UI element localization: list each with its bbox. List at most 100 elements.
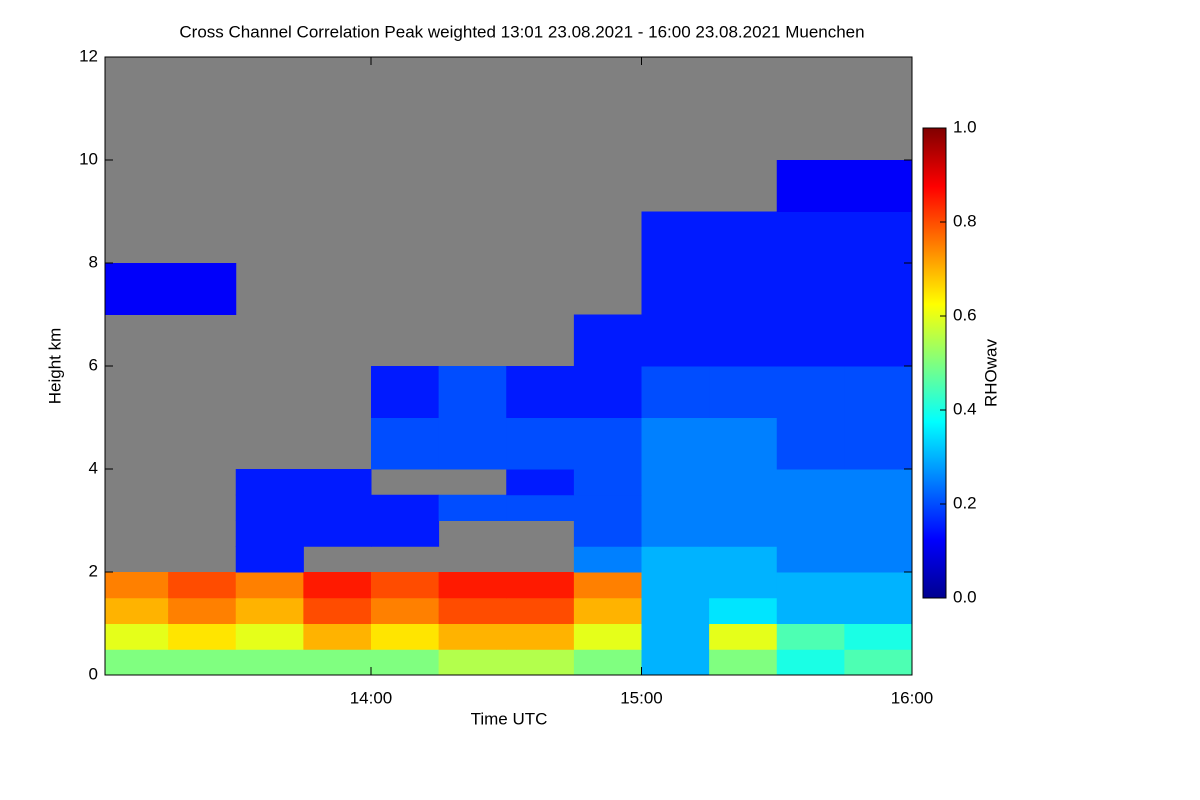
heat-cell	[168, 597, 237, 624]
y-tick-label: 10	[79, 149, 98, 168]
heat-cell	[709, 597, 778, 624]
heat-cell	[303, 649, 372, 676]
heat-cell	[506, 649, 575, 676]
heat-cell	[573, 469, 642, 496]
heat-cell	[235, 469, 304, 496]
heat-cell	[573, 417, 642, 470]
heat-cell	[776, 160, 845, 212]
heat-cell	[235, 520, 304, 547]
heat-cell	[776, 417, 845, 470]
heat-cell	[303, 520, 372, 547]
colorbar-tick-label: 0.6	[953, 305, 977, 324]
y-tick-label: 12	[79, 46, 98, 65]
heat-cell	[709, 211, 778, 264]
heat-cell	[776, 546, 845, 573]
heat-cell	[641, 494, 710, 521]
heat-cell	[776, 366, 845, 418]
heat-cell	[370, 494, 440, 521]
heat-cell	[844, 263, 913, 315]
x-tick-label: 15:00	[620, 688, 663, 707]
heat-cell	[641, 546, 710, 573]
heat-cell	[303, 597, 372, 624]
heat-cell	[776, 263, 845, 315]
heat-cell	[641, 623, 710, 650]
y-tick-label: 4	[89, 458, 98, 477]
y-tick-label: 8	[89, 252, 98, 271]
heat-cell	[709, 366, 778, 418]
heat-cell	[709, 469, 778, 496]
heat-cell	[105, 649, 169, 676]
heat-cell	[438, 597, 507, 624]
heat-cell	[709, 417, 778, 470]
heat-cell	[506, 597, 575, 624]
heat-cell	[573, 494, 642, 521]
heat-cell	[303, 469, 372, 496]
heat-cell	[303, 623, 372, 650]
heat-cell	[573, 366, 642, 418]
heat-cell	[370, 417, 440, 470]
colorbar-tick-label: 0.8	[953, 211, 977, 230]
heat-cell	[303, 572, 372, 599]
heat-cell	[776, 649, 845, 676]
heat-cell	[105, 623, 169, 650]
heat-cell	[370, 597, 440, 624]
heat-cell	[844, 520, 913, 547]
colorbar	[922, 127, 947, 599]
heat-cell	[438, 572, 507, 599]
heat-cell	[641, 366, 710, 418]
heat-cell	[641, 211, 710, 264]
heat-cell	[438, 649, 507, 676]
y-tick-label: 6	[89, 355, 98, 374]
heat-cell	[438, 623, 507, 650]
heat-cell	[573, 314, 642, 367]
heat-cell	[438, 366, 507, 418]
heat-cell	[573, 572, 642, 599]
heat-cell	[641, 263, 710, 315]
heat-cell	[438, 494, 507, 521]
heat-cell	[506, 572, 575, 599]
heat-cell	[776, 572, 845, 599]
heat-cell	[776, 314, 845, 367]
colorbar-tick-label: 0.0	[953, 587, 977, 606]
heat-cell	[709, 572, 778, 599]
x-tick-label: 14:00	[350, 688, 393, 707]
heat-cell	[709, 263, 778, 315]
heat-cell	[370, 623, 440, 650]
heat-cell	[506, 366, 575, 418]
heat-cell	[573, 623, 642, 650]
heat-cell	[506, 417, 575, 470]
heat-cell	[844, 494, 913, 521]
heat-cell	[641, 597, 710, 624]
heat-cell	[844, 546, 913, 573]
heat-cell	[776, 520, 845, 547]
heat-cell	[641, 572, 710, 599]
heat-cell	[370, 572, 440, 599]
heat-cell	[168, 572, 237, 599]
heat-cell	[709, 546, 778, 573]
heat-cell	[776, 494, 845, 521]
heat-cell	[641, 649, 710, 676]
heat-cell	[168, 623, 237, 650]
heat-cell	[105, 597, 169, 624]
heat-cell	[506, 623, 575, 650]
heat-cell	[506, 469, 575, 496]
heat-cell	[168, 263, 237, 315]
colorbar-label: RHOwav	[981, 338, 1000, 407]
heat-cell	[641, 469, 710, 496]
heat-cell	[370, 366, 440, 418]
heat-cell	[709, 649, 778, 676]
heat-cell	[844, 417, 913, 470]
y-axis-label: Height km	[45, 328, 64, 405]
y-tick-label: 0	[89, 664, 98, 683]
heat-cell	[438, 417, 507, 470]
heat-cell	[573, 546, 642, 573]
heat-cell	[776, 623, 845, 650]
heat-cell	[370, 649, 440, 676]
heat-cell	[776, 211, 845, 264]
heat-cell	[776, 469, 845, 496]
heat-cell	[235, 597, 304, 624]
heat-cell	[641, 520, 710, 547]
heat-cell	[844, 572, 913, 599]
heat-cell	[303, 494, 372, 521]
